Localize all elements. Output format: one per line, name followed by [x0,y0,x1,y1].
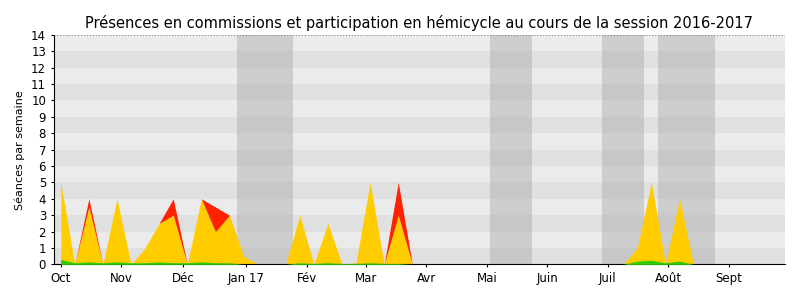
Bar [54,117,785,133]
Bar [54,199,785,215]
Bar [54,100,785,117]
Bar [237,35,293,264]
Bar [54,68,785,84]
Bar [54,232,785,248]
Bar [490,35,532,264]
Bar [54,51,785,68]
Bar [658,35,714,264]
Bar [54,166,785,182]
Bar [602,35,644,264]
Bar [54,248,785,264]
Title: Présences en commissions et participation en hémicycle au cours de la session 20: Présences en commissions et participatio… [86,15,754,31]
Bar [54,35,785,51]
Bar [54,215,785,232]
Y-axis label: Séances par semaine: Séances par semaine [15,90,26,209]
Bar [54,84,785,101]
Bar [54,182,785,199]
Bar [54,133,785,150]
Bar [54,150,785,166]
